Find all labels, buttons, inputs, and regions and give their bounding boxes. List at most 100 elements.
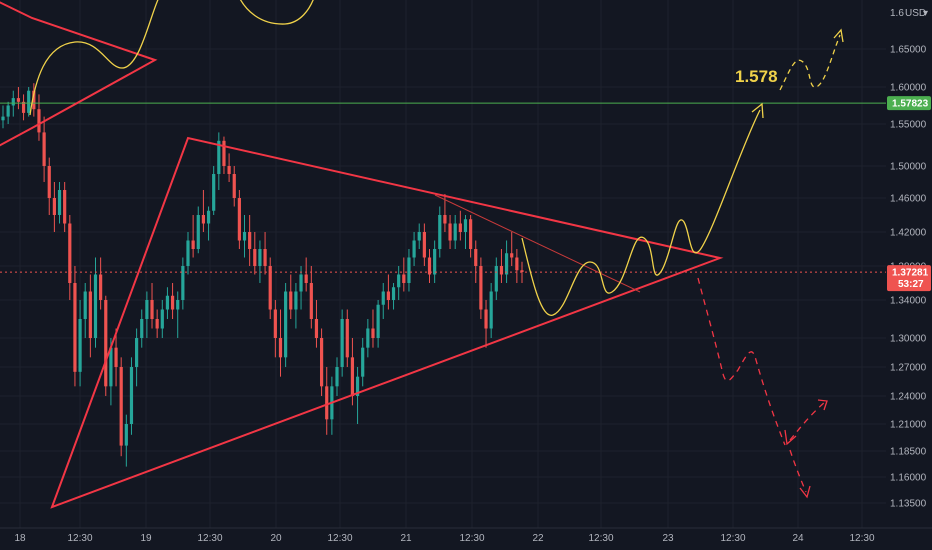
candle-body	[510, 253, 514, 258]
candle-body	[68, 223, 72, 283]
candle-body	[319, 338, 324, 387]
bearish-arrow-head-2	[784, 429, 797, 446]
time-tick-label: 18	[14, 533, 26, 544]
main-triangle	[50, 136, 724, 509]
top-left-projection-path	[29, 0, 159, 116]
candle-body	[407, 257, 411, 283]
candle-body	[361, 347, 365, 377]
candle-body	[170, 295, 175, 310]
inner-trend-line	[434, 194, 641, 293]
candle-body	[484, 309, 488, 329]
price-tick-label: 1.34000	[890, 296, 927, 307]
candle-body	[124, 424, 128, 446]
candle-body	[232, 174, 236, 198]
candle-body	[268, 266, 272, 310]
time-tick-label: 12:30	[67, 533, 92, 544]
candle-body	[150, 300, 154, 319]
candle-body	[479, 266, 483, 310]
time-tick-label: 12:30	[849, 533, 874, 544]
candle-body	[253, 249, 257, 266]
candle-body	[222, 140, 226, 166]
candle-body	[212, 174, 216, 211]
currency-label: USD	[905, 8, 926, 19]
candle-body	[417, 232, 421, 241]
candle-body	[443, 215, 447, 224]
svg-text:1.57823: 1.57823	[892, 99, 929, 110]
time-tick-label: 22	[532, 533, 544, 544]
currency-dropdown-icon[interactable]: ▾	[923, 8, 928, 19]
candle-body	[448, 223, 452, 241]
candle-body	[201, 215, 206, 224]
candle-body	[73, 283, 77, 372]
candle-body	[294, 291, 298, 310]
price-tick-label: 1.50000	[890, 162, 927, 173]
candle-body	[438, 215, 442, 249]
price-axis-top-label: 1.6	[890, 8, 904, 19]
candle-body	[391, 287, 396, 300]
candle-body	[186, 240, 190, 266]
candle-body	[273, 309, 277, 338]
bearish-dashed-arrow-head	[817, 399, 828, 411]
candle-body	[366, 328, 370, 348]
candle-body	[83, 291, 87, 319]
candle-body	[304, 274, 308, 283]
candle-body	[42, 132, 46, 166]
bearish-dashed-path-3	[789, 449, 807, 493]
candle-body	[160, 309, 164, 329]
candle-body	[371, 328, 375, 338]
drawings: 1.578	[0, 0, 886, 509]
candle-body	[1, 116, 5, 121]
candle-body	[355, 376, 360, 396]
bearish-dashed-path	[697, 277, 786, 446]
candle-body	[504, 253, 509, 275]
price-tick-label: 1.55000	[890, 120, 927, 131]
candle-body	[520, 270, 524, 272]
target-annotation: 1.578	[735, 67, 778, 86]
price-tick-label: 1.16000	[890, 473, 927, 484]
candle-body	[52, 198, 56, 215]
candle-body	[289, 291, 293, 310]
price-tick-label: 1.30000	[890, 334, 927, 345]
candle-body	[88, 291, 92, 338]
candle-body	[57, 190, 62, 215]
candle-body	[47, 166, 51, 198]
candle-body	[217, 140, 221, 174]
bearish-dashed-path-2	[789, 401, 826, 441]
candle-body	[499, 266, 504, 275]
time-tick-label: 20	[270, 533, 282, 544]
candle-body	[176, 300, 180, 310]
candle-body	[165, 295, 170, 310]
time-tick-label: 24	[792, 533, 804, 544]
candle-body	[21, 101, 26, 113]
candle-body	[453, 223, 457, 241]
time-tick-label: 12:30	[588, 533, 613, 544]
candle-body	[340, 319, 344, 367]
candle-body	[109, 347, 113, 387]
bullish-dashed-arrow-head	[833, 28, 844, 43]
candle-body	[376, 304, 380, 338]
time-tick-label: 21	[400, 533, 412, 544]
candle-body	[155, 319, 159, 329]
time-tick-label: 12:30	[327, 533, 352, 544]
candle-body	[6, 105, 10, 117]
candle-body	[114, 347, 118, 367]
candle-body	[104, 300, 108, 387]
candle-body	[474, 249, 478, 266]
candle-body	[314, 319, 319, 338]
candle-body	[206, 210, 211, 224]
candle-body	[258, 249, 262, 266]
price-tick-label: 1.42000	[890, 228, 927, 239]
time-axis[interactable]: 18 12:30 19 12:30 20 12:30 21 12:30 22 12:30 23 12:…	[0, 527, 932, 550]
price-tick-label: 1.65000	[890, 45, 927, 56]
candle-body	[402, 274, 406, 283]
candle-body	[181, 266, 185, 300]
price-tick-label: 1.24000	[890, 392, 927, 403]
candle-body	[145, 300, 149, 319]
candle-body	[335, 367, 339, 387]
price-tick-label: 1.13500	[890, 499, 927, 510]
price-tick-label: 1.27000	[890, 363, 927, 374]
candle-body	[458, 223, 462, 232]
candle-body	[494, 266, 498, 292]
candle-body	[299, 274, 303, 292]
